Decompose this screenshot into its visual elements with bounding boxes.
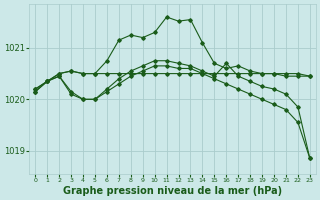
X-axis label: Graphe pression niveau de la mer (hPa): Graphe pression niveau de la mer (hPa) [63, 186, 282, 196]
